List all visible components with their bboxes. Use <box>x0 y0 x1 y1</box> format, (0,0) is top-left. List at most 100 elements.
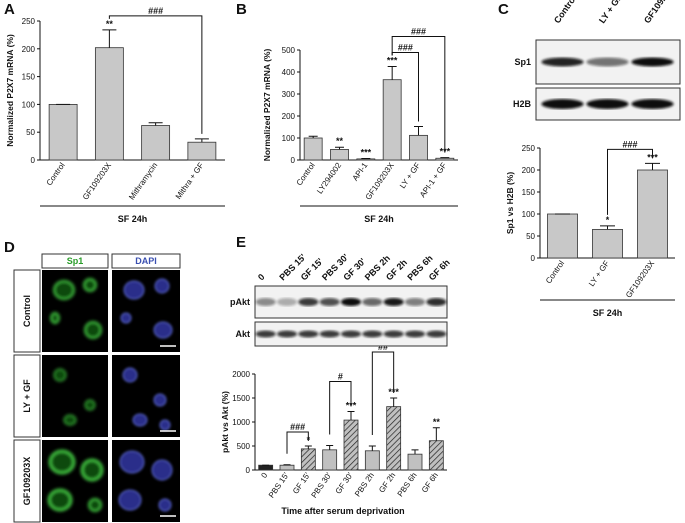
error-bar <box>194 138 209 143</box>
y-tick-label: 1000 <box>232 418 250 427</box>
bar <box>428 440 444 471</box>
blot-band <box>298 330 319 338</box>
panel-letter: D <box>4 239 15 256</box>
y-axis-label: Normalized P2X7 mRNA (%) <box>262 49 272 162</box>
y-tick-label: 400 <box>282 68 296 77</box>
y-tick-label: 0 <box>531 254 536 263</box>
significance: ** <box>336 136 344 146</box>
error-bar <box>102 29 117 48</box>
x-tick-label: GF 15' <box>291 471 312 496</box>
bracket-label: ## <box>378 342 388 352</box>
blot-band <box>255 298 276 306</box>
x-tick-label: GF 2h <box>377 471 397 494</box>
x-tick-label: PBS 2h <box>353 471 376 498</box>
y-tick-label: 200 <box>22 45 36 54</box>
bar <box>637 169 668 259</box>
y-tick-label: 50 <box>526 232 535 241</box>
column-header: Sp1 <box>67 256 84 266</box>
y-tick-label: 500 <box>237 442 251 451</box>
y-tick-label: 50 <box>26 128 35 137</box>
error-bar <box>304 445 312 449</box>
blot-row-label: H2B <box>513 99 532 109</box>
bar <box>356 158 376 161</box>
blot-band <box>255 330 276 338</box>
column-header: DAPI <box>135 256 157 266</box>
x-tick-label: PBS 15' <box>267 471 291 500</box>
bracket-label: ### <box>398 43 413 53</box>
column-header-box <box>41 253 109 269</box>
error-bar <box>411 449 419 455</box>
panel-letter: A <box>4 1 15 18</box>
x-tick-label: 0 <box>259 471 269 480</box>
y-tick-label: 1500 <box>232 394 250 403</box>
bar <box>343 419 359 471</box>
significance: ** <box>433 417 441 427</box>
blot-band <box>541 57 584 67</box>
blot-band <box>362 298 383 306</box>
significance: *** <box>361 147 372 157</box>
panel-letter: E <box>236 234 246 251</box>
bracket <box>329 380 352 435</box>
blot-band <box>631 57 674 67</box>
bar <box>592 228 623 259</box>
lane-label: 0 <box>256 272 267 283</box>
blot-band <box>404 298 426 306</box>
blot-band <box>426 330 447 338</box>
bracket-label: ### <box>290 422 305 432</box>
error-bar <box>645 162 660 170</box>
y-tick-label: 0 <box>31 156 36 165</box>
y-tick-label: 100 <box>22 100 36 109</box>
x-tick-label: Mithramycin <box>127 161 159 201</box>
bracket-label: ### <box>411 27 426 37</box>
y-tick-label: 2000 <box>232 370 250 379</box>
y-tick-label: 150 <box>522 188 536 197</box>
error-bar <box>148 122 163 126</box>
error-bar <box>368 445 376 451</box>
x-tick-label: LY294002 <box>315 161 343 196</box>
bracket <box>108 15 203 134</box>
bar <box>258 464 274 471</box>
blot-row-label: Sp1 <box>514 57 531 67</box>
panel-letter: B <box>236 1 247 18</box>
y-tick-label: 0 <box>291 156 296 165</box>
group-label: SF 24h <box>364 214 394 224</box>
blot-band <box>319 330 340 338</box>
x-tick-label: LY + GF <box>398 161 422 190</box>
x-tick-label: API-1 + GF <box>418 161 449 199</box>
blot-band <box>276 298 298 306</box>
bar <box>187 141 217 161</box>
x-tick-label: GF 6h <box>420 471 440 494</box>
bracket-label: ### <box>622 139 637 149</box>
x-tick-label: Control <box>295 161 317 187</box>
bracket <box>607 148 653 215</box>
x-tick-label: LY + GF <box>587 259 611 288</box>
error-bar <box>347 410 355 421</box>
x-tick-label: Mithra + GF <box>174 161 206 201</box>
column-header-box <box>111 253 181 269</box>
y-axis-label: pAkt vs Akt (%) <box>220 391 230 453</box>
blot-band <box>586 57 629 67</box>
error-bar <box>432 427 440 441</box>
y-tick-label: 250 <box>522 144 536 153</box>
y-axis-label: Normalized P2X7 mRNA (%) <box>5 34 15 147</box>
significance: ** <box>106 19 114 29</box>
bracket <box>391 36 446 153</box>
bar <box>279 464 295 471</box>
blot-band <box>383 330 404 338</box>
significance: * <box>606 215 610 225</box>
bar <box>382 79 402 161</box>
bar <box>364 450 380 471</box>
blot-band <box>383 298 404 306</box>
error-bar <box>440 157 450 159</box>
error-bar <box>390 397 398 407</box>
x-tick-label: GF109203X <box>624 258 656 299</box>
y-tick-label: 200 <box>282 112 296 121</box>
bar <box>547 213 578 259</box>
group-label: SF 24h <box>118 214 148 224</box>
y-tick-label: 250 <box>22 17 36 26</box>
panel-letter: C <box>498 1 509 18</box>
bar <box>141 125 171 161</box>
error-bar <box>414 126 423 136</box>
x-tick-label: Control <box>544 259 566 285</box>
